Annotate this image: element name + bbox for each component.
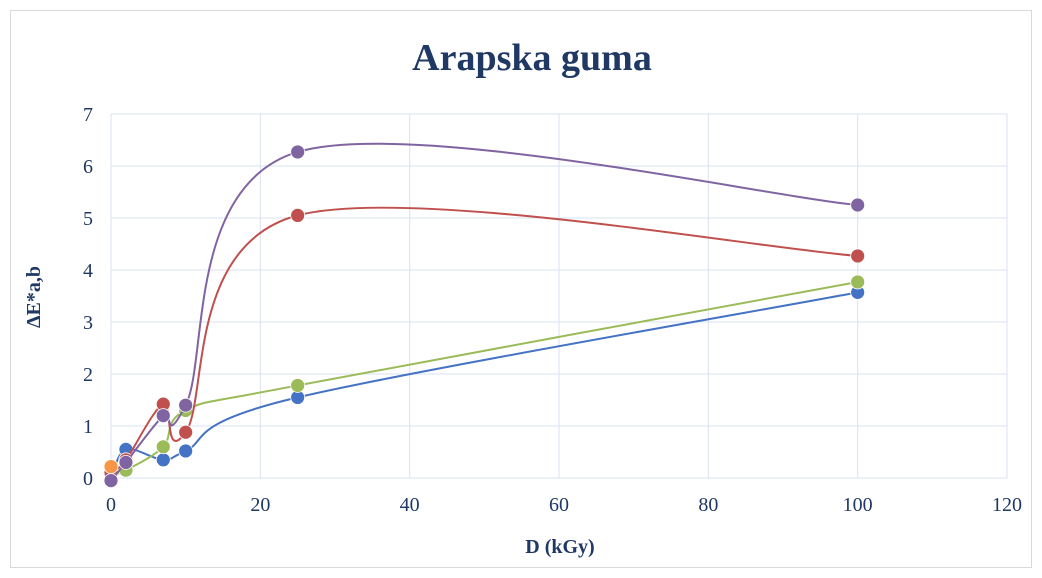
series-1: [103, 284, 866, 486]
gridlines: [110, 113, 1008, 479]
x-tick-label: 100: [843, 494, 873, 516]
x-tick-label: 20: [250, 494, 270, 516]
series-4: [103, 142, 866, 489]
y-tick-labels: 0 1 2 3 4 5 6 7: [83, 104, 93, 490]
y-tick-label: 1: [83, 416, 93, 438]
data-point: [178, 443, 194, 459]
y-tick-label: 3: [83, 312, 93, 334]
data-point: [155, 408, 171, 424]
y-tick-label: 4: [83, 260, 93, 282]
x-axis-label: D (kGy): [525, 536, 594, 558]
x-tick-label: 60: [549, 494, 569, 516]
data-point: [103, 473, 119, 489]
y-tick-label: 2: [83, 364, 93, 386]
x-tick-label: 120: [992, 494, 1022, 516]
series-line: [110, 291, 858, 479]
y-tick-label: 0: [83, 468, 93, 490]
series-5: [103, 459, 119, 474]
x-tick-label: 80: [698, 494, 718, 516]
data-point: [290, 144, 306, 160]
data-point: [850, 248, 866, 264]
x-tick-labels: 0 20 40 60 80 100 120: [106, 494, 1022, 516]
y-tick-label: 6: [83, 156, 93, 178]
data-point: [155, 439, 171, 455]
series-group: [103, 142, 866, 489]
series-2: [103, 274, 866, 483]
data-point: [155, 452, 171, 468]
y-axis-label: ΔE*a,b: [23, 266, 45, 328]
series-line: [110, 280, 858, 477]
data-point: [850, 274, 866, 290]
x-tick-label: 40: [400, 494, 420, 516]
data-point: [178, 424, 194, 440]
series-line: [110, 206, 858, 474]
data-point: [850, 197, 866, 213]
chart-title: Arapska guma: [412, 37, 652, 79]
data-point: [103, 459, 119, 474]
data-point: [290, 378, 306, 393]
data-point: [118, 454, 134, 470]
x-tick-label: 0: [106, 494, 116, 516]
y-tick-label: 7: [83, 104, 93, 126]
series-line: [110, 142, 858, 482]
series-3: [103, 206, 866, 481]
data-point: [290, 207, 306, 223]
data-point: [178, 397, 194, 413]
y-tick-label: 5: [83, 208, 93, 230]
